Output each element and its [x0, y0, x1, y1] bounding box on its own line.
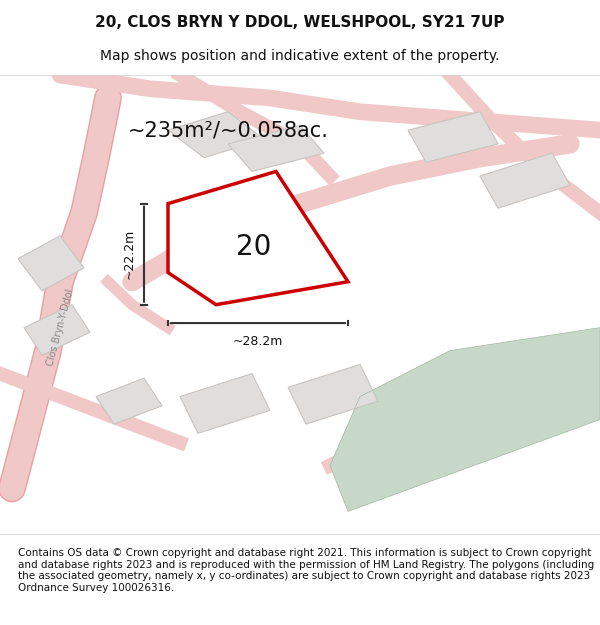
Text: Map shows position and indicative extent of the property.: Map shows position and indicative extent… — [100, 49, 500, 63]
Text: Clos Bryn-Y-Ddol: Clos Bryn-Y-Ddol — [45, 288, 75, 368]
Polygon shape — [24, 304, 90, 355]
Text: ~235m²/~0.058ac.: ~235m²/~0.058ac. — [128, 120, 328, 140]
Polygon shape — [96, 378, 162, 424]
Text: 20: 20 — [236, 232, 271, 261]
Text: Contains OS data © Crown copyright and database right 2021. This information is : Contains OS data © Crown copyright and d… — [18, 548, 594, 592]
Polygon shape — [408, 112, 498, 162]
Polygon shape — [168, 112, 264, 158]
Text: ~22.2m: ~22.2m — [122, 229, 136, 279]
Polygon shape — [180, 374, 270, 433]
Text: 20, CLOS BRYN Y DDOL, WELSHPOOL, SY21 7UP: 20, CLOS BRYN Y DDOL, WELSHPOOL, SY21 7U… — [95, 15, 505, 30]
Polygon shape — [168, 171, 348, 304]
Polygon shape — [228, 126, 324, 171]
Polygon shape — [480, 153, 570, 208]
Polygon shape — [18, 236, 84, 291]
Polygon shape — [288, 364, 378, 424]
Polygon shape — [330, 328, 600, 511]
Text: ~28.2m: ~28.2m — [233, 335, 283, 348]
